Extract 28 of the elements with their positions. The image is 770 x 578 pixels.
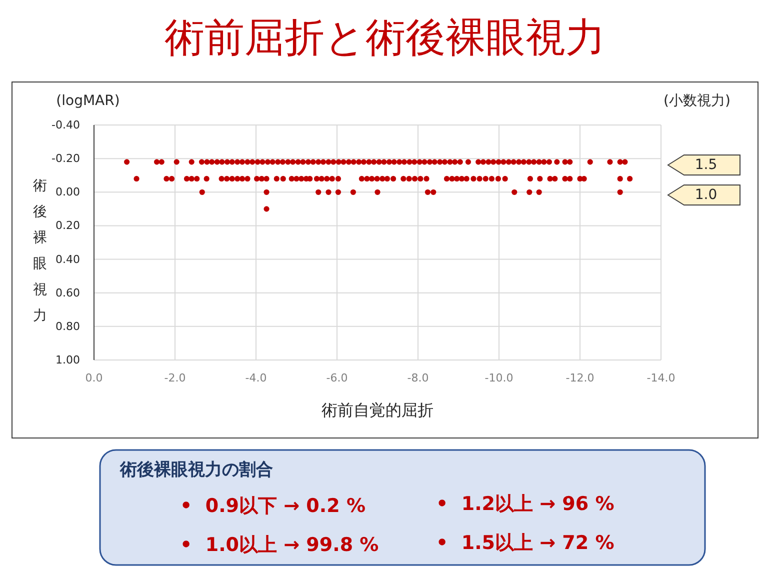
y-tick-label: 1.00 [56,354,80,366]
x-tick-label: -12.0 [566,372,594,384]
text: • 1.2以上 → 96 % [436,493,614,515]
y-tick-label: 0.80 [56,320,80,333]
x-tick-label: -6.0 [326,372,348,384]
y-tick-label: 0.60 [56,286,80,300]
text: 1.0 [694,187,718,203]
y-tick-label: 0.20 [56,219,80,232]
x-tick-label: -2.0 [164,372,186,384]
x-tick-label: -8.0 [407,372,429,384]
text: (logMAR) [56,93,120,109]
x-tick-label: 0.0 [85,372,103,384]
text: • 0.9以下 → 0.2 % [180,495,366,517]
y-tick-label: 0.40 [56,252,80,266]
text: 術後裸眼視力の割合 [119,460,273,480]
y-tick-label: -0.40 [52,118,80,132]
x-tick-label: -14.0 [646,372,676,384]
text: 1.5 [694,157,718,173]
x-tick-label: -4.0 [245,372,267,384]
y-tick-label: -0.20 [52,152,80,166]
text: • 1.5以上 → 72 % [436,532,614,554]
x-axis-title: 術前自覚的屈折 [322,400,434,420]
y-tick-label: 0.00 [56,186,80,199]
text: (小数視力) [664,93,730,109]
x-tick-label: -10.0 [484,372,514,384]
text: • 1.0以上 → 99.8 % [180,534,379,556]
chart-title: 術前屈折と術後裸眼視力 [164,15,606,61]
y-axis-title: 術後裸眼視力 [33,178,47,324]
